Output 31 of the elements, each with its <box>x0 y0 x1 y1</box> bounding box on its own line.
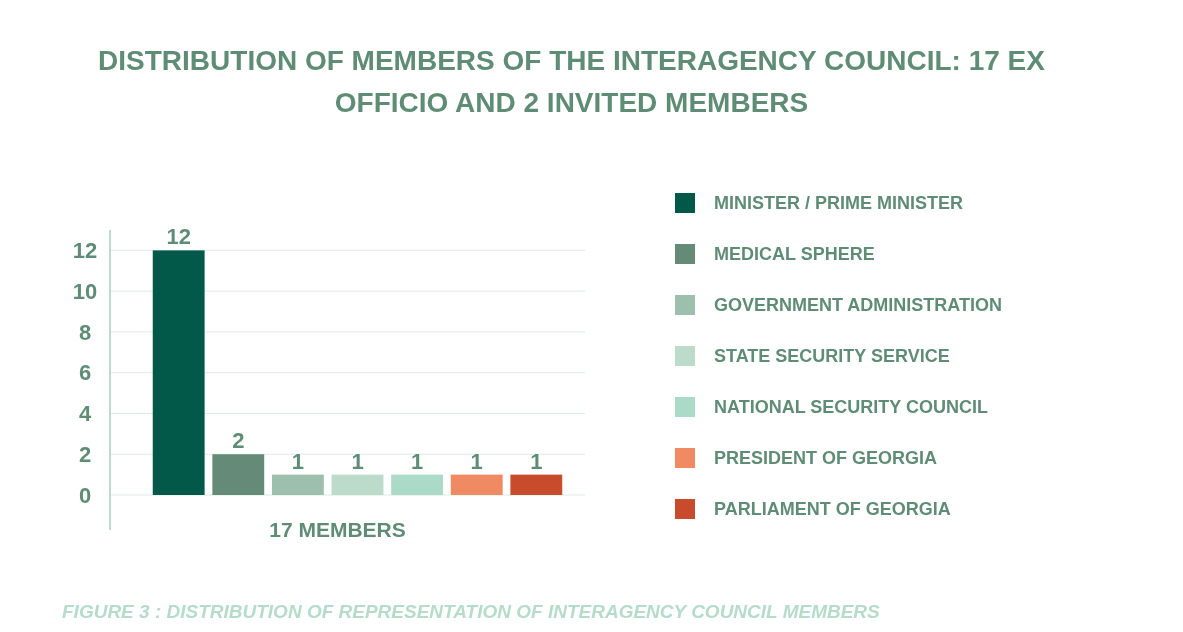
data-label: 1 <box>410 448 424 474</box>
bar <box>152 250 205 495</box>
bar <box>510 474 563 495</box>
x-axis-title: 17 MEMBERS <box>269 518 406 541</box>
legend-label: PARLIAMENT OF GEORGIA <box>714 499 951 520</box>
legend-label: MINISTER / PRIME MINISTER <box>714 193 964 214</box>
bar <box>391 474 444 495</box>
data-label: 1 <box>351 448 364 474</box>
y-tick-label: 10 <box>72 278 98 304</box>
y-tick-label: 4 <box>78 401 92 427</box>
bar <box>212 454 265 495</box>
legend-label: GOVERNMENT ADMINISTRATION <box>714 295 1002 316</box>
legend-label: STATE SECURITY SERVICE <box>714 346 950 367</box>
bar <box>331 474 384 495</box>
y-tick-label: 8 <box>78 319 92 345</box>
legend-label: MEDICAL SPHERE <box>714 244 875 265</box>
chart-title: DISTRIBUTION OF MEMBERS OF THE INTERAGENCY COUNCIL: 17 EX OFFICIO AND 2 INVITED MEMBERS <box>98 45 1046 118</box>
data-label: 12 <box>166 224 191 250</box>
legend-label: NATIONAL SECURITY COUNCIL <box>714 397 989 418</box>
data-label: 1 <box>291 448 305 474</box>
y-tick-label: 0 <box>78 482 92 508</box>
data-label: 1 <box>470 448 483 474</box>
y-tick-label: 12 <box>72 238 98 264</box>
bar <box>450 474 503 495</box>
y-tick-label: 2 <box>78 441 92 467</box>
data-label: 1 <box>530 448 543 474</box>
legend-label: PRESIDENT OF GEORGIA <box>714 448 938 469</box>
data-label: 2 <box>232 428 245 454</box>
y-tick-label: 6 <box>78 360 92 386</box>
caption: FIGURE 3 : DISTRIBUTION OF REPRESENTATION OF INTERAGENCY COUNCIL MEMBERS <box>62 601 881 622</box>
bar <box>271 474 324 495</box>
